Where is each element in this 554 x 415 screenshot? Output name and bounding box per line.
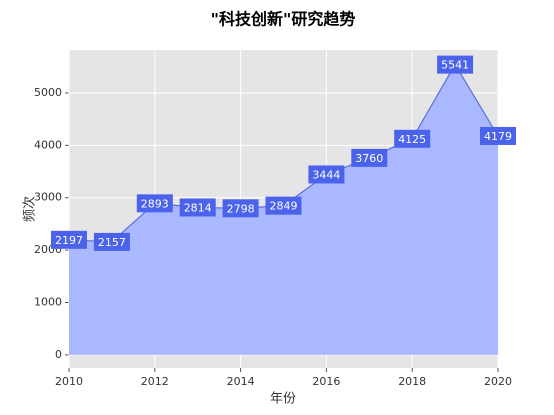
x-tick-label: 2020 xyxy=(484,375,512,388)
value-label-box xyxy=(480,126,516,145)
chart-title: "科技创新"研究趋势 xyxy=(211,10,356,29)
value-label-box xyxy=(51,230,87,249)
y-tick-label: 3000 xyxy=(34,191,62,204)
x-tick-label: 2014 xyxy=(227,375,255,388)
value-label: 5541 xyxy=(441,59,469,72)
value-label: 2197 xyxy=(55,234,83,247)
value-label-box xyxy=(179,198,216,217)
value-label: 2157 xyxy=(98,236,126,249)
y-tick-label: 0 xyxy=(55,348,62,361)
y-tick-label: 4000 xyxy=(34,138,62,151)
x-tick-label: 2016 xyxy=(312,375,340,388)
x-axis-label: 年份 xyxy=(270,392,296,407)
x-tick-label: 2012 xyxy=(141,375,169,388)
value-label-box xyxy=(394,129,431,148)
value-label: 3444 xyxy=(312,168,340,181)
y-axis-label: 频次 xyxy=(22,196,38,222)
value-label-box xyxy=(265,196,302,215)
value-label: 2798 xyxy=(227,202,255,215)
value-label-box xyxy=(351,148,388,167)
value-label-box xyxy=(222,199,259,218)
value-label: 3760 xyxy=(355,152,383,165)
x-tick-label: 2018 xyxy=(398,375,426,388)
value-label-box xyxy=(437,55,474,74)
y-tick-label: 5000 xyxy=(34,86,62,99)
value-label: 4125 xyxy=(398,133,426,146)
value-label: 4179 xyxy=(484,130,512,143)
x-tick-label: 2010 xyxy=(55,375,83,388)
value-label-box xyxy=(308,165,345,184)
value-label-box xyxy=(93,232,130,251)
value-label: 2849 xyxy=(270,200,298,213)
value-label: 2893 xyxy=(141,197,169,210)
value-label-box xyxy=(136,194,173,213)
y-tick-label: 1000 xyxy=(34,296,62,309)
value-label: 2814 xyxy=(184,201,212,214)
